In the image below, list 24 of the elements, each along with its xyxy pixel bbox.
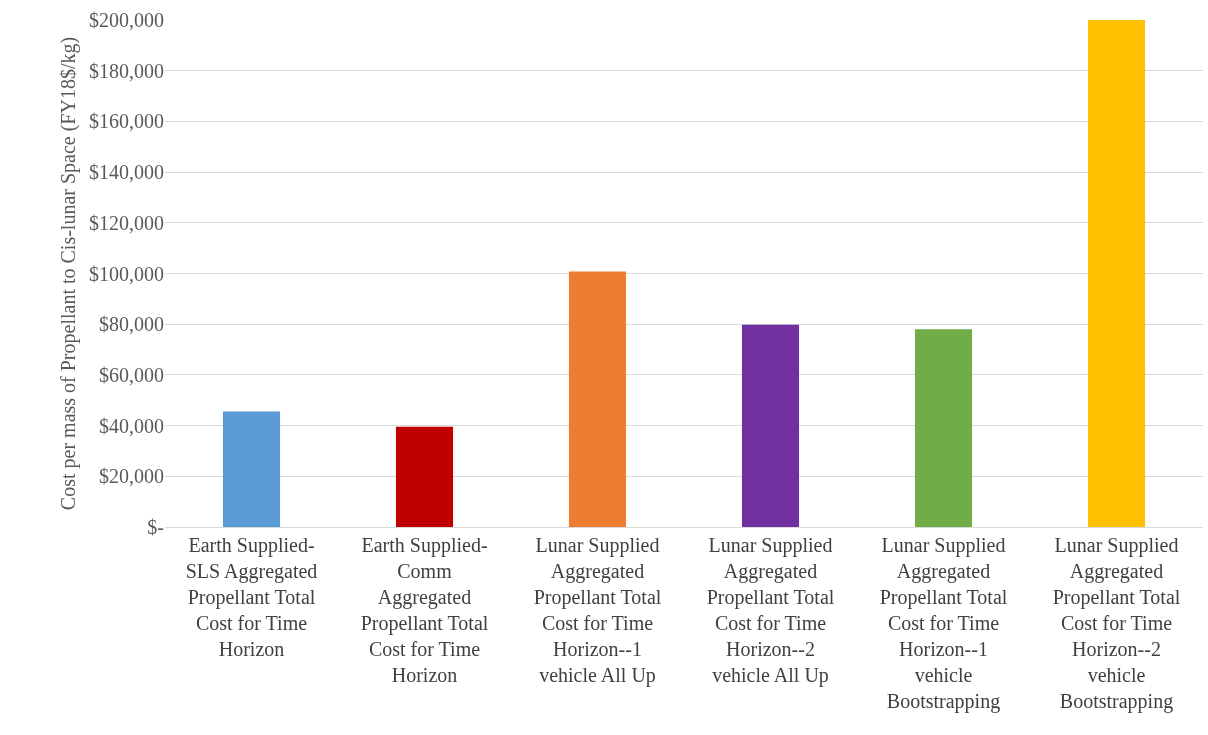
y-tick-label: $80,000 — [99, 313, 164, 336]
x-tick-label: Earth Supplied- Comm Aggregated Propellant Total Cost for Time Horizon — [360, 534, 489, 686]
y-tick-label: $20,000 — [99, 465, 164, 488]
bar — [568, 271, 627, 527]
y-tick-label: $120,000 — [89, 211, 164, 234]
x-tick-label: Lunar Supplied Aggregated Propellant Total Cost for Time Horizon--1 vehicle All Up — [533, 534, 662, 687]
bar — [222, 411, 281, 527]
x-tick-label: Lunar Supplied Aggregated Propellant Total Cost for Time Horizon--2 vehicle All Up — [706, 534, 835, 687]
bar — [741, 324, 800, 527]
bar — [914, 329, 973, 527]
y-tick-label: $160,000 — [89, 110, 164, 133]
bar — [1087, 20, 1146, 527]
x-tick-label: Lunar Supplied Aggregated Propellant Total Cost for Time Horizon--1 vehicle Bootstrapping — [879, 534, 1008, 713]
y-axis-title: Cost per mass of Propellant to Cis-lunar Space (FY18$/kg) — [56, 36, 80, 511]
x-tick-label: Lunar Supplied Aggregated Propellant Total Cost for Time Horizon--2 vehicle Bootstrapping — [1052, 534, 1181, 713]
bar — [395, 426, 454, 527]
y-tick-label: $140,000 — [89, 161, 164, 184]
y-tick-label: $100,000 — [89, 262, 164, 285]
y-tick-label: $- — [147, 516, 164, 538]
y-tick-label: $180,000 — [89, 59, 164, 82]
y-tick-label: $200,000 — [89, 9, 164, 31]
y-tick-label: $40,000 — [99, 414, 164, 437]
x-tick-label: Earth Supplied- SLS Aggregated Propellant Total Cost for Time Horizon — [185, 534, 318, 660]
y-tick-label: $60,000 — [99, 363, 164, 386]
